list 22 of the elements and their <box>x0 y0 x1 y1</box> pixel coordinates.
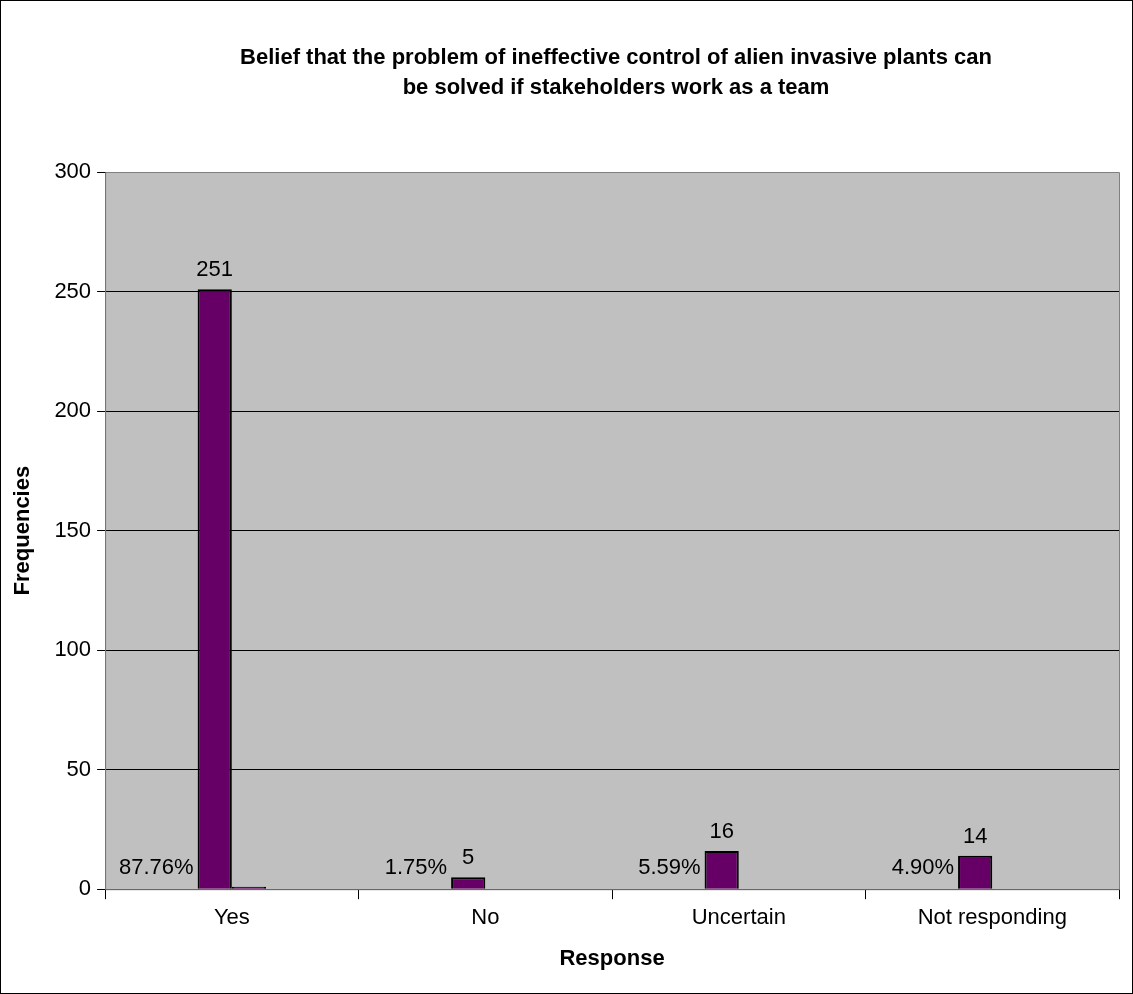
y-tick-label: 0 <box>78 875 92 901</box>
y-tick-label: 50 <box>66 755 92 781</box>
annotation: 1.75% <box>384 854 448 880</box>
x-tick-label: Yes <box>213 904 250 930</box>
y-tick-label: 200 <box>54 397 92 423</box>
y-tick-label: 250 <box>54 277 92 303</box>
y-tick-label: 300 <box>54 158 92 184</box>
chart-title: Belief that the problem of ineffective control of alien invasive plants can be solved if stakeholders work as a team <box>239 43 993 101</box>
data-label: 16 <box>709 818 734 844</box>
annotation: 4.90% <box>891 854 955 880</box>
x-tick-label: No <box>471 904 500 930</box>
annotation: 87.76% <box>119 854 194 880</box>
data-label: 251 <box>196 256 234 282</box>
data-label: 14 <box>962 822 988 848</box>
x-axis-title: Response <box>559 944 665 970</box>
y-tick-label: 100 <box>54 636 92 662</box>
y-tick-label: 150 <box>54 516 92 542</box>
annotation: 5.59% <box>638 854 701 880</box>
x-tick-label: Not responding <box>917 904 1067 930</box>
x-tick-label: Uncertain <box>691 904 786 930</box>
data-label: 5 <box>462 844 475 870</box>
y-axis-title: Frequencies <box>9 465 35 596</box>
